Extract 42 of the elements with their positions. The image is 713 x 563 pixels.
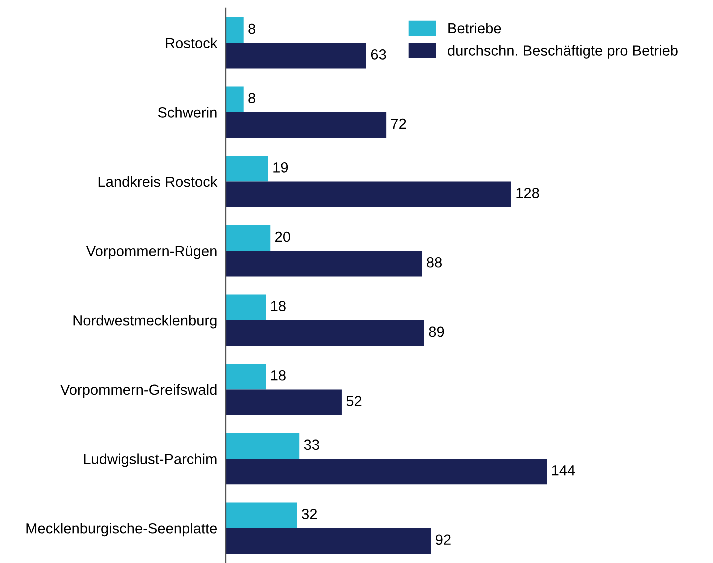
bar: [226, 156, 268, 182]
bar: [226, 459, 548, 485]
data-label: 8: [248, 93, 256, 104]
bar: [226, 502, 298, 528]
bar: [226, 433, 300, 460]
data-label: 72: [391, 118, 406, 130]
data-label: 33: [304, 440, 320, 450]
data-label: 144: [552, 466, 576, 476]
bar: [226, 294, 266, 320]
data-label: 20: [276, 232, 290, 242]
data-label: 88: [427, 257, 442, 268]
data-label: 63: [371, 50, 386, 60]
y-tick-label: Rostock: [166, 38, 218, 49]
bar: [226, 225, 271, 252]
data-label: 18: [271, 301, 286, 312]
y-tick-label: Landkreis Rostock: [98, 176, 218, 188]
data-label: 8: [248, 24, 256, 34]
bar: [226, 17, 244, 44]
legend-label: durchschn. Beschäftigte pro Betrieb: [448, 45, 678, 59]
bar: [226, 390, 342, 416]
y-tick-label: Schwerin: [158, 107, 217, 118]
data-label: 32: [302, 509, 318, 520]
y-tick-label: Ludwigslust-Parchim: [84, 454, 217, 468]
data-label: 128: [516, 188, 540, 198]
bar: [226, 182, 512, 208]
y-tick-label: Nordwestmecklenburg: [74, 315, 217, 329]
data-label: 89: [429, 326, 444, 338]
bar: [226, 251, 422, 277]
bar: [226, 364, 266, 390]
bar: [226, 86, 244, 112]
y-tick-label: Vorpommern-Greifswald: [60, 384, 217, 398]
data-label: 19: [274, 162, 288, 173]
y-tick-label: Vorpommern-Rügen: [86, 246, 217, 260]
bar: [226, 528, 432, 554]
y-tick-label: Mecklenburgische-Seenplatte: [26, 523, 218, 537]
data-label: 52: [346, 396, 362, 406]
data-label: 18: [271, 370, 286, 381]
legend-label: Betriebe: [448, 22, 502, 34]
data-label: 92: [436, 534, 451, 546]
bar: [226, 112, 387, 138]
bar: [226, 43, 366, 69]
bar: [226, 320, 424, 346]
